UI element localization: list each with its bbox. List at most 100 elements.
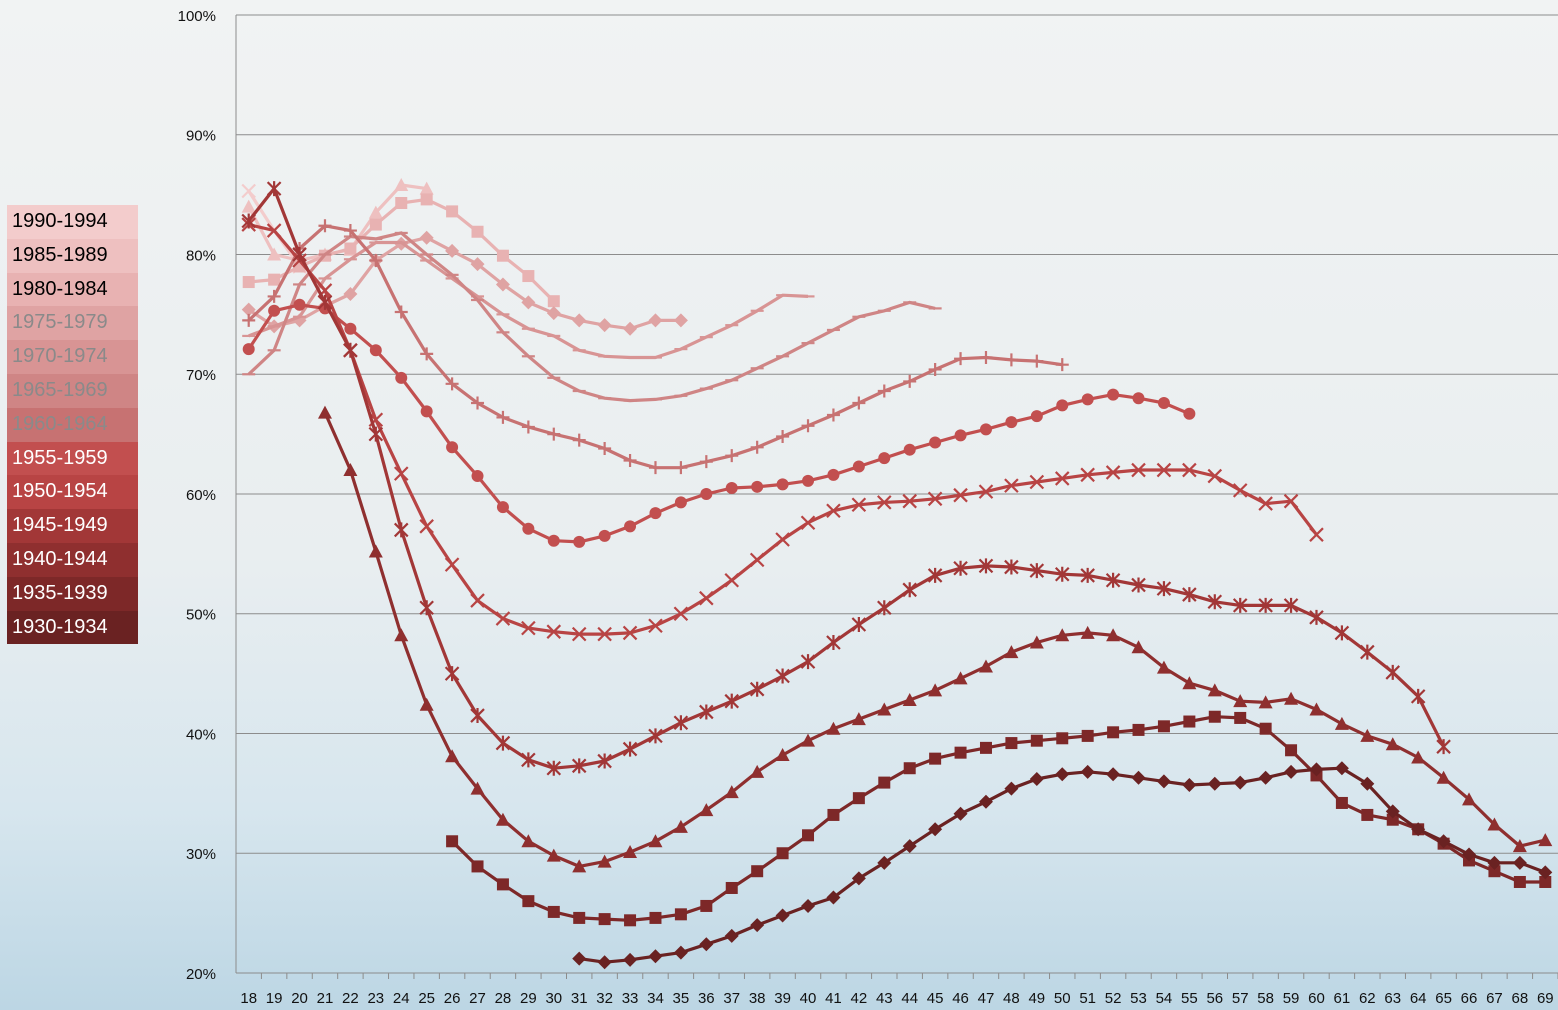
marker bbox=[1080, 467, 1095, 483]
marker bbox=[496, 501, 509, 514]
marker bbox=[648, 313, 663, 328]
marker bbox=[1029, 474, 1045, 490]
marker bbox=[521, 420, 535, 434]
legend-item: 1945-1949 bbox=[7, 509, 138, 543]
marker bbox=[978, 558, 994, 574]
marker bbox=[344, 322, 357, 335]
marker bbox=[241, 183, 256, 199]
y-tick-label: 70% bbox=[186, 367, 216, 384]
marker bbox=[572, 951, 587, 966]
marker bbox=[1538, 833, 1553, 847]
marker bbox=[1334, 761, 1349, 776]
marker bbox=[776, 430, 790, 444]
marker bbox=[267, 289, 281, 303]
x-tick-label: 47 bbox=[978, 990, 995, 1007]
marker bbox=[877, 384, 891, 398]
marker bbox=[1055, 628, 1070, 642]
marker bbox=[1029, 772, 1044, 787]
marker bbox=[776, 847, 789, 860]
marker bbox=[293, 298, 306, 311]
marker bbox=[572, 313, 587, 328]
marker bbox=[546, 760, 562, 776]
marker bbox=[978, 659, 993, 673]
marker bbox=[623, 952, 638, 967]
x-tick-label: 54 bbox=[1156, 990, 1173, 1007]
marker bbox=[1283, 597, 1299, 613]
marker bbox=[1385, 737, 1400, 751]
marker bbox=[801, 733, 816, 747]
marker bbox=[725, 482, 738, 495]
marker bbox=[1004, 478, 1019, 493]
marker bbox=[1106, 767, 1121, 782]
marker bbox=[242, 343, 255, 356]
x-tick-label: 38 bbox=[749, 990, 766, 1007]
marker bbox=[1105, 465, 1121, 480]
y-tick-label: 50% bbox=[186, 607, 216, 624]
marker bbox=[802, 474, 815, 487]
marker bbox=[877, 495, 892, 510]
marker bbox=[927, 491, 943, 507]
marker bbox=[1183, 715, 1196, 728]
marker bbox=[1232, 597, 1248, 613]
marker bbox=[344, 242, 357, 255]
marker bbox=[597, 955, 612, 970]
marker bbox=[775, 532, 790, 547]
x-tick-label: 57 bbox=[1232, 990, 1249, 1007]
x-tick-label: 51 bbox=[1079, 990, 1096, 1007]
marker bbox=[1081, 393, 1094, 406]
marker bbox=[826, 721, 841, 735]
legend-item: 1950-1954 bbox=[7, 475, 138, 510]
marker bbox=[1309, 609, 1324, 625]
marker bbox=[1132, 392, 1145, 405]
marker bbox=[775, 668, 790, 684]
marker bbox=[673, 313, 688, 328]
marker bbox=[1132, 723, 1145, 736]
marker bbox=[1258, 770, 1273, 785]
marker bbox=[1005, 737, 1018, 750]
marker bbox=[1488, 865, 1501, 878]
marker bbox=[446, 205, 459, 218]
legend-item: 1965-1969 bbox=[7, 373, 138, 408]
x-tick-label: 34 bbox=[647, 990, 664, 1007]
marker bbox=[368, 205, 383, 219]
marker bbox=[979, 423, 992, 436]
marker bbox=[877, 855, 892, 870]
marker bbox=[1512, 839, 1527, 853]
series bbox=[241, 181, 1451, 776]
marker bbox=[928, 683, 943, 697]
marker bbox=[1131, 770, 1146, 785]
x-tick-label: 19 bbox=[266, 990, 283, 1007]
x-tick-label: 49 bbox=[1028, 990, 1045, 1007]
x-tick-label: 67 bbox=[1486, 990, 1503, 1007]
marker bbox=[572, 859, 587, 873]
marker bbox=[317, 294, 333, 310]
marker bbox=[546, 848, 561, 862]
marker bbox=[1005, 416, 1018, 429]
marker bbox=[1385, 664, 1401, 680]
marker bbox=[954, 746, 967, 759]
marker bbox=[241, 199, 256, 213]
series bbox=[572, 761, 1553, 970]
marker bbox=[775, 908, 790, 923]
marker bbox=[953, 487, 968, 503]
marker bbox=[597, 626, 612, 642]
marker bbox=[1182, 462, 1197, 478]
marker bbox=[928, 822, 943, 837]
marker bbox=[978, 484, 994, 499]
marker bbox=[1183, 407, 1196, 420]
marker bbox=[394, 305, 408, 319]
marker bbox=[445, 243, 460, 258]
marker bbox=[903, 762, 916, 775]
x-tick-label: 36 bbox=[698, 990, 715, 1007]
marker bbox=[1182, 587, 1197, 603]
marker bbox=[495, 812, 510, 826]
marker bbox=[368, 544, 383, 558]
marker bbox=[1054, 471, 1070, 486]
marker bbox=[979, 350, 993, 364]
marker bbox=[241, 302, 256, 317]
marker bbox=[1385, 804, 1400, 819]
marker bbox=[1131, 577, 1146, 593]
marker bbox=[495, 611, 511, 626]
series bbox=[317, 405, 1553, 873]
marker bbox=[1029, 635, 1044, 649]
